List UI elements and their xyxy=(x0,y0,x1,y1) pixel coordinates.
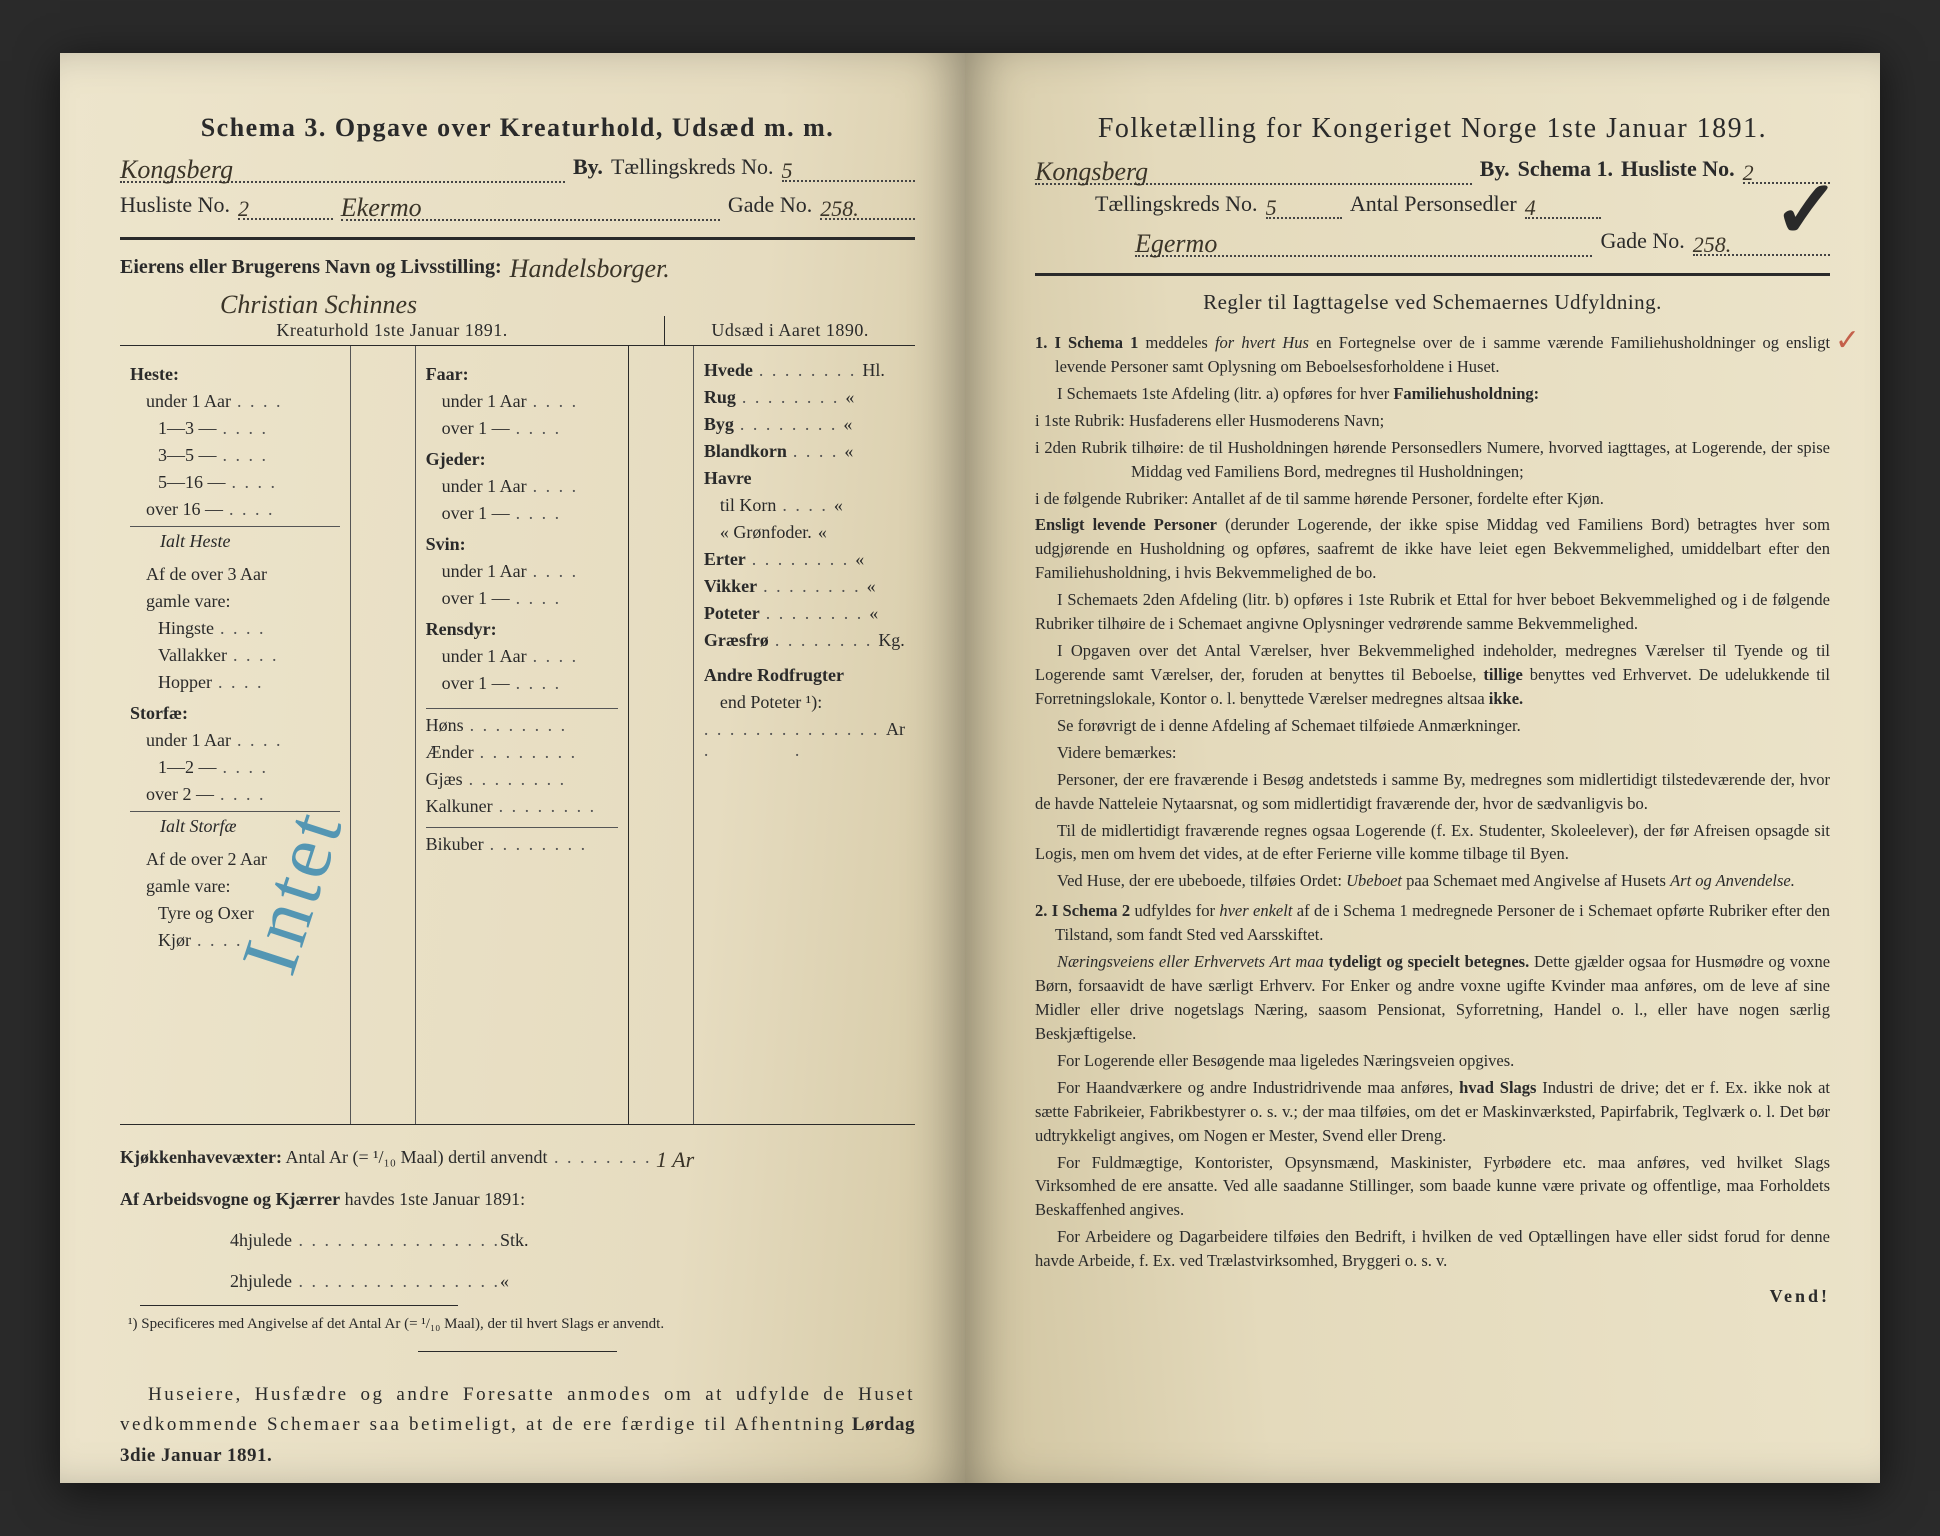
vend-text: Vend! xyxy=(1035,1283,1830,1309)
livestock-table: Intet Heste: under 1 Aar 1—3 — 3—5 — 5—1… xyxy=(120,345,915,1125)
r-husliste-hw: 2 xyxy=(1743,160,1754,185)
crops-column: HvedeHl. Rug« Byg« Blandkorn« Havre til … xyxy=(694,346,915,1124)
husliste-label: Husliste No. xyxy=(120,192,230,218)
kjokken-label: Kjøkkenhavevæxter: xyxy=(120,1147,282,1167)
owner-hw1: Handelsborger. xyxy=(510,254,670,284)
r-city-hw: Kongsberg xyxy=(1035,157,1148,186)
owner-hw2: Christian Schinnes xyxy=(220,290,417,319)
vogne-label: Af Arbeidsvogne og Kjærrer xyxy=(120,1189,340,1209)
vogne-text: havdes 1ste Januar 1891: xyxy=(345,1189,525,1209)
kreds-no: 5 xyxy=(782,158,793,183)
street-hw: Ekermo xyxy=(341,193,422,222)
r-kreds-hw: 5 xyxy=(1266,195,1277,220)
rules-title: Regler til Iagttagelse ved Schemaernes U… xyxy=(1035,290,1830,315)
kjokken-hw: 1 Ar xyxy=(656,1147,694,1172)
census-form-spread: Schema 3. Opgave over Kreaturhold, Udsæd… xyxy=(60,53,1880,1483)
footnote: ¹) Specificeres med Angivelse af det Ant… xyxy=(120,1316,915,1333)
r-antal-hw: 4 xyxy=(1525,195,1536,220)
census-title: Folketælling for Kongeriget Norge 1ste J… xyxy=(1098,113,1767,144)
gade-no: 258. xyxy=(820,196,859,221)
col-header-kreatur: Kreaturhold 1ste Januar 1891. xyxy=(120,316,664,345)
blank-column-2 xyxy=(629,346,694,1124)
city-handwritten: Kongsberg xyxy=(120,155,233,184)
col-header-udsaed: Udsæd i Aaret 1890. xyxy=(664,316,915,345)
blank-column-1 xyxy=(350,346,416,1124)
animals-column-2: Faar: under 1 Aar over 1 — Gjeder: under… xyxy=(416,346,629,1124)
gade-label: Gade No. xyxy=(728,192,812,218)
right-page-schema1: ✓ ✓ Folketælling for Kongeriget Norge 1s… xyxy=(965,53,1880,1483)
kjokken-text: Antal Ar (= ¹/₁₀ Maal) dertil anvendt xyxy=(286,1147,548,1167)
r-gade-hw: 258. xyxy=(1693,232,1732,257)
r-street-hw: Egermo xyxy=(1135,229,1217,258)
red-mark-icon: ✓ xyxy=(1835,323,1860,358)
closing-text: Huseiere, Husfædre og andre Foresatte an… xyxy=(120,1380,915,1471)
left-page-schema3: Schema 3. Opgave over Kreaturhold, Udsæd… xyxy=(60,53,965,1483)
animals-column-1: Intet Heste: under 1 Aar 1—3 — 3—5 — 5—1… xyxy=(120,346,350,1124)
rules-body: 1. I Schema 1 meddeles for hvert Hus en … xyxy=(1035,331,1830,1309)
owner-label: Eierens eller Brugerens Navn og Livsstil… xyxy=(120,256,502,279)
husliste-no: 2 xyxy=(238,196,249,221)
schema3-title: Schema 3. Opgave over Kreaturhold, Udsæd… xyxy=(201,113,835,142)
kreds-label: Tællingskreds No. xyxy=(611,154,774,180)
by-label: By. xyxy=(573,154,603,180)
